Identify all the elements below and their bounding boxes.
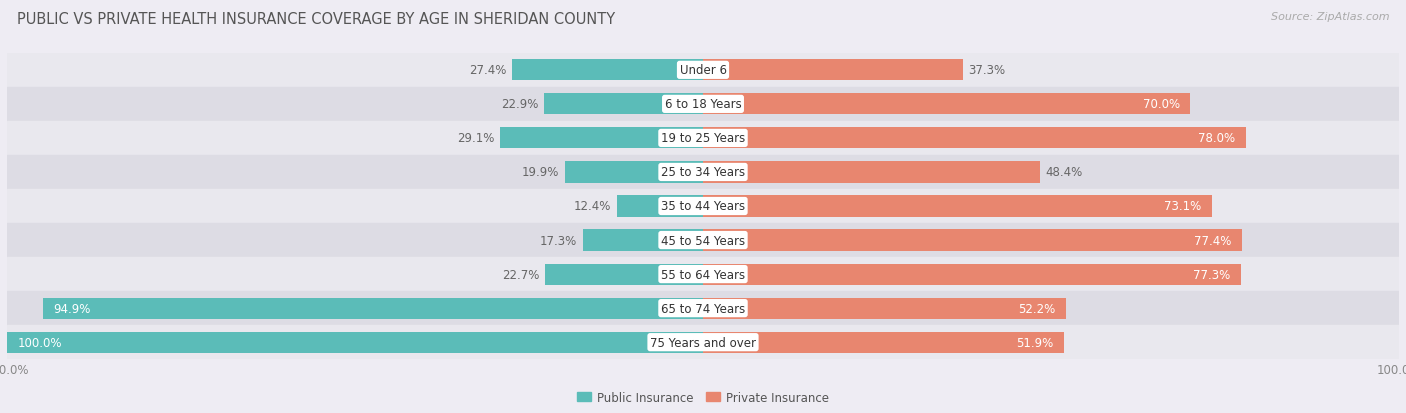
Bar (7, 190, 1399, 223)
Text: 94.9%: 94.9% (53, 302, 90, 315)
Bar (703, 298, 1066, 319)
Text: 73.1%: 73.1% (1164, 200, 1201, 213)
Bar (7, 88, 1399, 121)
Bar (7, 156, 1399, 190)
Text: 100.0%: 100.0% (17, 336, 62, 349)
Bar (7, 257, 1399, 292)
Text: PUBLIC VS PRIVATE HEALTH INSURANCE COVERAGE BY AGE IN SHERIDAN COUNTY: PUBLIC VS PRIVATE HEALTH INSURANCE COVER… (17, 12, 614, 27)
Text: 12.4%: 12.4% (574, 200, 612, 213)
Bar (7, 292, 1399, 325)
Bar (703, 196, 1212, 217)
Bar (582, 230, 703, 251)
Text: 45 to 54 Years: 45 to 54 Years (661, 234, 745, 247)
Bar (501, 128, 703, 149)
Text: 52.2%: 52.2% (1018, 302, 1056, 315)
Text: 17.3%: 17.3% (540, 234, 576, 247)
Text: 75 Years and over: 75 Years and over (650, 336, 756, 349)
Text: 70.0%: 70.0% (1143, 98, 1180, 111)
Bar (7, 223, 1399, 257)
Bar (703, 162, 1040, 183)
Text: 6 to 18 Years: 6 to 18 Years (665, 98, 741, 111)
Text: 29.1%: 29.1% (457, 132, 495, 145)
Text: 27.4%: 27.4% (470, 64, 506, 77)
Bar (544, 94, 703, 115)
Bar (703, 94, 1191, 115)
Text: Source: ZipAtlas.com: Source: ZipAtlas.com (1271, 12, 1389, 22)
Bar (7, 325, 1399, 359)
Text: 51.9%: 51.9% (1017, 336, 1053, 349)
Text: 19.9%: 19.9% (522, 166, 560, 179)
Bar (703, 60, 963, 81)
Text: 37.3%: 37.3% (969, 64, 1005, 77)
Bar (703, 264, 1241, 285)
Text: 77.3%: 77.3% (1194, 268, 1230, 281)
Bar (617, 196, 703, 217)
Text: 77.4%: 77.4% (1194, 234, 1232, 247)
Text: 22.7%: 22.7% (502, 268, 540, 281)
Text: 65 to 74 Years: 65 to 74 Years (661, 302, 745, 315)
Bar (703, 128, 1246, 149)
Bar (7, 54, 1399, 88)
Bar (703, 230, 1241, 251)
Text: 22.9%: 22.9% (501, 98, 538, 111)
Bar (512, 60, 703, 81)
Legend: Public Insurance, Private Insurance: Public Insurance, Private Insurance (572, 386, 834, 408)
Text: 19 to 25 Years: 19 to 25 Years (661, 132, 745, 145)
Text: 35 to 44 Years: 35 to 44 Years (661, 200, 745, 213)
Bar (42, 298, 703, 319)
Text: 25 to 34 Years: 25 to 34 Years (661, 166, 745, 179)
Text: 78.0%: 78.0% (1198, 132, 1236, 145)
Bar (546, 264, 703, 285)
Bar (564, 162, 703, 183)
Text: 48.4%: 48.4% (1046, 166, 1083, 179)
Text: Under 6: Under 6 (679, 64, 727, 77)
Text: 55 to 64 Years: 55 to 64 Years (661, 268, 745, 281)
Bar (703, 332, 1064, 353)
Bar (7, 332, 703, 353)
Bar (7, 121, 1399, 156)
